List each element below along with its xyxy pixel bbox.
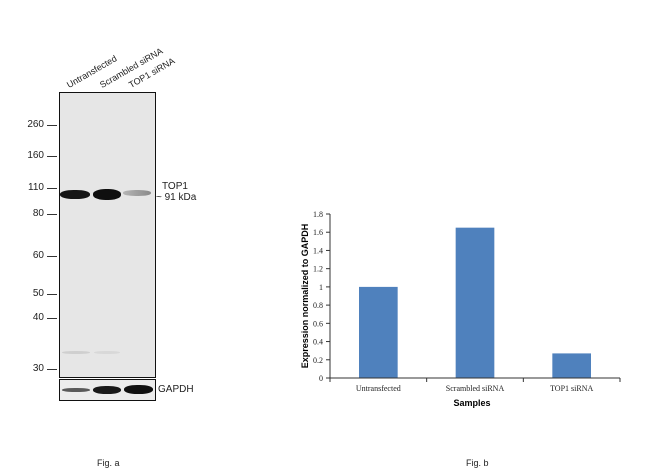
mw-marker: 50 — [32, 288, 44, 299]
mw-tick — [47, 318, 57, 319]
y-tick-label: 0 — [319, 374, 323, 383]
bar-scrambled-sirna — [455, 227, 495, 378]
y-tick-label: 0.2 — [313, 356, 323, 365]
y-tick-label: 1.8 — [313, 210, 323, 219]
mw-marker: 60 — [32, 250, 44, 261]
mw-tick — [47, 125, 57, 126]
gapdh-label: GAPDH — [158, 384, 194, 395]
x-tick-label: Untransfected — [356, 384, 401, 393]
bars — [359, 227, 591, 378]
y-tick-label: 0.8 — [313, 301, 323, 310]
bar-top1-sirna — [552, 353, 591, 378]
top1-band-top1-sirna — [123, 190, 151, 196]
figure-caption-a: Fig. a — [97, 458, 120, 468]
bar-untransfected — [359, 286, 398, 378]
mw-tick — [47, 294, 57, 295]
faint-band — [94, 351, 120, 354]
mw-tick — [47, 214, 57, 215]
mw-marker: 160 — [27, 150, 44, 161]
mw-tick — [47, 256, 57, 257]
gapdh-band-untransfected — [62, 388, 90, 392]
x-axis-label: Samples — [453, 398, 490, 408]
faint-band — [62, 351, 90, 354]
top1-band-scrambled — [93, 189, 121, 200]
y-tick-label: 1.6 — [313, 228, 323, 237]
y-tick-label: 1.4 — [313, 246, 323, 255]
bar-chart: 0 0.2 0.4 0.6 0.8 1 1.2 1.4 1.6 1.8 Untransfected… — [300, 210, 621, 408]
x-tick-label: Scrambled siRNA — [446, 384, 505, 393]
blot-membrane — [59, 92, 156, 378]
mw-marker: 40 — [32, 312, 44, 323]
y-axis: 0 0.2 0.4 0.6 0.8 1 1.2 1.4 1.6 1.8 — [313, 210, 331, 383]
y-tick-label: 1 — [319, 283, 323, 292]
mw-tick — [47, 188, 57, 189]
gapdh-band-top1-sirna — [124, 385, 153, 394]
mw-tick — [47, 156, 57, 157]
mw-marker: 110 — [28, 182, 44, 193]
mw-marker: 260 — [27, 119, 44, 130]
target-label: TOP1 — [162, 181, 188, 192]
figure-caption-b: Fig. b — [466, 458, 489, 468]
y-tick-label: 0.4 — [313, 338, 323, 347]
mw-marker: 80 — [32, 208, 44, 219]
x-axis: Untransfected Scrambled siRNA TOP1 siRNA — [329, 377, 621, 393]
mw-marker: 30 — [32, 363, 44, 374]
gapdh-band-scrambled — [93, 386, 121, 394]
gapdh-strip — [59, 379, 156, 401]
target-size-label: ~ 91 kDa — [156, 192, 197, 203]
y-tick-label: 1.2 — [313, 265, 323, 274]
y-tick-label: 0.6 — [313, 319, 323, 328]
x-tick-label: TOP1 siRNA — [550, 384, 593, 393]
y-axis-label: Expression normalized to GAPDH — [300, 224, 310, 369]
mw-tick — [47, 369, 57, 370]
top1-band-untransfected — [60, 190, 90, 199]
